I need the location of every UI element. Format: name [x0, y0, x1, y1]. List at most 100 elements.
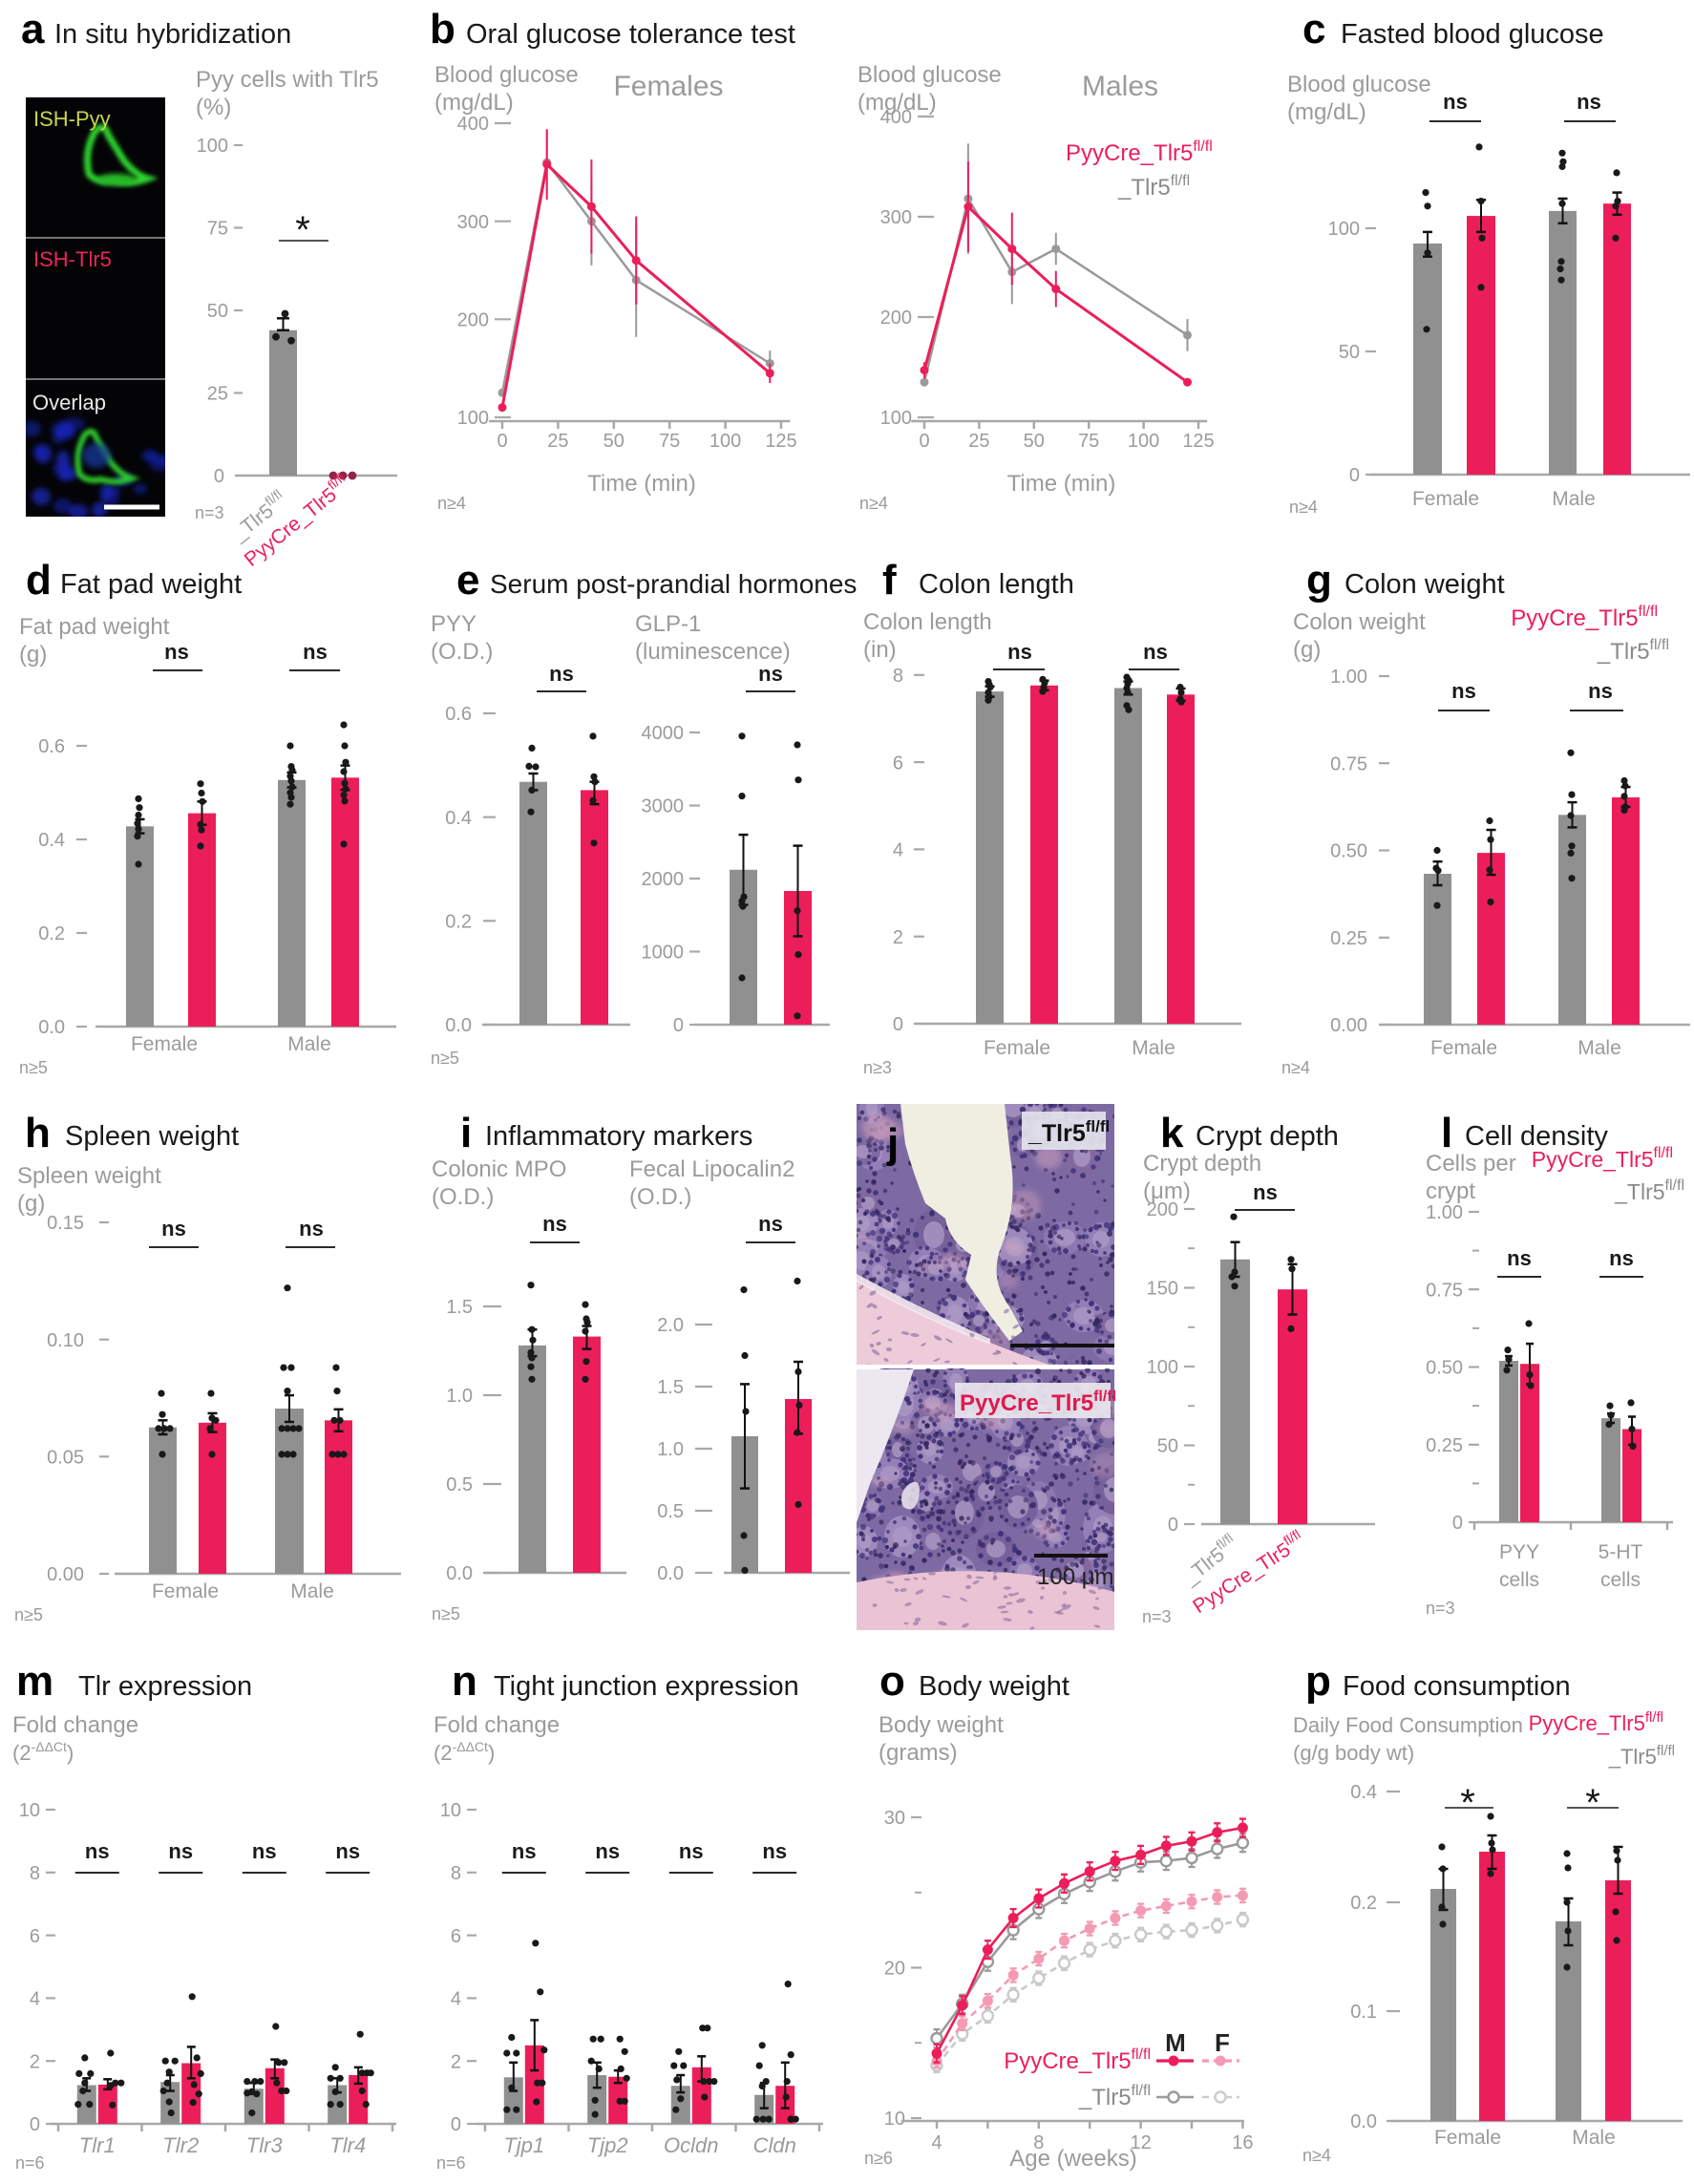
svg-text:e: e — [456, 557, 479, 604]
svg-text:2: 2 — [30, 2051, 40, 2072]
svg-text:ns: ns — [335, 1839, 360, 1863]
svg-text:Females: Females — [613, 71, 723, 102]
svg-text:Male: Male — [1132, 1037, 1175, 1059]
svg-text:0.15: 0.15 — [47, 1213, 84, 1234]
svg-text:0.50: 0.50 — [1330, 841, 1367, 862]
svg-text:ISH-Tlr5: ISH-Tlr5 — [33, 247, 112, 271]
svg-text:(O.D.): (O.D.) — [629, 1184, 691, 1210]
svg-text:ns: ns — [168, 1839, 193, 1863]
svg-text:75: 75 — [659, 431, 680, 452]
svg-text:(mg/dL): (mg/dL) — [858, 90, 937, 116]
svg-text:Fold change: Fold change — [434, 1712, 560, 1738]
svg-text:ns: ns — [1143, 640, 1168, 664]
svg-text:(2-ΔΔCt): (2-ΔΔCt) — [12, 1739, 74, 1765]
svg-text:50: 50 — [603, 431, 625, 452]
svg-text:PyyCre_Tlr5fl/fl: PyyCre_Tlr5fl/fl — [1511, 604, 1658, 631]
svg-text:200: 200 — [1147, 1199, 1178, 1220]
svg-text:Male: Male — [1572, 2127, 1616, 2149]
svg-text:6: 6 — [893, 753, 903, 774]
svg-text:2000: 2000 — [642, 869, 685, 890]
svg-text:Cldn: Cldn — [753, 2133, 796, 2157]
svg-text:25: 25 — [547, 431, 568, 452]
svg-text:(O.D.): (O.D.) — [431, 639, 493, 665]
svg-text:Time (min): Time (min) — [587, 471, 696, 497]
svg-text:Colon weight: Colon weight — [1345, 569, 1505, 600]
svg-text:0.2: 0.2 — [38, 923, 65, 944]
svg-text:ns: ns — [303, 640, 328, 664]
svg-text:Male: Male — [290, 1580, 334, 1602]
svg-text:Fasted blood glucose: Fasted blood glucose — [1341, 19, 1604, 50]
svg-text:(μm): (μm) — [1143, 1178, 1191, 1204]
svg-text:100: 100 — [1147, 1357, 1178, 1378]
svg-text:n=3: n=3 — [1142, 1607, 1172, 1626]
svg-text:Colonic MPO: Colonic MPO — [432, 1156, 566, 1182]
svg-text:Spleen weight: Spleen weight — [17, 1163, 161, 1189]
svg-text:Cells per: Cells per — [1426, 1151, 1516, 1177]
svg-text:ns: ns — [164, 640, 189, 664]
svg-text:ns: ns — [549, 662, 574, 686]
svg-text:200: 200 — [457, 310, 489, 331]
svg-text:Fat pad weight: Fat pad weight — [60, 569, 242, 600]
svg-text:Colon length: Colon length — [863, 609, 992, 635]
svg-text:300: 300 — [880, 207, 912, 228]
svg-text:Tight junction expression: Tight junction expression — [494, 1671, 799, 1702]
svg-text:ns: ns — [85, 1839, 110, 1863]
svg-text:100: 100 — [1328, 219, 1360, 240]
svg-text:cells: cells — [1499, 1569, 1539, 1591]
svg-text:Tlr4: Tlr4 — [329, 2133, 366, 2157]
svg-text:cells: cells — [1600, 1569, 1641, 1591]
svg-text:(mg/dL): (mg/dL) — [1287, 99, 1366, 125]
svg-text:0.2: 0.2 — [445, 912, 472, 933]
svg-text:Inflammatory markers: Inflammatory markers — [485, 1121, 752, 1152]
svg-text:6: 6 — [451, 1926, 461, 1947]
svg-text:ns: ns — [1451, 679, 1476, 703]
svg-text:Males: Males — [1082, 71, 1158, 102]
svg-text:10: 10 — [884, 2109, 905, 2130]
svg-text:0.0: 0.0 — [445, 1015, 472, 1036]
svg-text:(%): (%) — [196, 95, 231, 120]
svg-text:75: 75 — [207, 219, 228, 240]
svg-text:ns: ns — [758, 662, 783, 686]
svg-text:ns: ns — [679, 1839, 704, 1863]
svg-text:k: k — [1160, 1110, 1184, 1156]
svg-text:n≥4: n≥4 — [1289, 498, 1318, 517]
svg-text:b: b — [430, 6, 455, 53]
svg-text:Age (weeks): Age (weeks) — [1009, 2146, 1136, 2172]
svg-text:PyyCre_Tlr5fl/fl: PyyCre_Tlr5fl/fl — [1066, 138, 1213, 166]
svg-text:0.4: 0.4 — [445, 808, 472, 829]
svg-text:Body weight: Body weight — [919, 1671, 1069, 1702]
svg-text:Colon weight: Colon weight — [1293, 609, 1426, 635]
svg-text:2.0: 2.0 — [657, 1315, 684, 1336]
svg-text:0.00: 0.00 — [1330, 1015, 1367, 1036]
svg-text:Male: Male — [1552, 488, 1596, 510]
svg-text:1.5: 1.5 — [446, 1297, 473, 1318]
svg-text:m: m — [16, 1658, 53, 1705]
svg-text:0.50: 0.50 — [1426, 1358, 1463, 1379]
svg-text:ns: ns — [252, 1839, 277, 1863]
svg-text:0.5: 0.5 — [446, 1474, 473, 1495]
svg-text:0.75: 0.75 — [1330, 753, 1367, 774]
svg-text:0.10: 0.10 — [47, 1330, 84, 1351]
svg-text:PyyCre_Tlr5fl/fl: PyyCre_Tlr5fl/fl — [960, 1389, 1116, 1416]
svg-text:Female: Female — [1412, 488, 1479, 510]
svg-text:Colon length: Colon length — [919, 569, 1074, 600]
svg-text:1000: 1000 — [642, 943, 685, 964]
svg-text:20: 20 — [884, 1959, 905, 1980]
svg-text:_Tlr5fl/fl: _Tlr5fl/fl — [1078, 2083, 1151, 2110]
svg-text:PyyCre_Tlr5fl/fl: PyyCre_Tlr5fl/fl — [1529, 1709, 1663, 1735]
svg-text:Fat pad weight: Fat pad weight — [19, 614, 170, 640]
svg-text:6: 6 — [30, 1926, 40, 1947]
svg-text:(g/g body wt): (g/g body wt) — [1293, 1741, 1414, 1765]
svg-text:Daily Food Consumption: Daily Food Consumption — [1293, 1713, 1523, 1737]
svg-text:Overlap: Overlap — [32, 391, 106, 414]
svg-text:Tjp2: Tjp2 — [587, 2133, 628, 2157]
svg-text:*: * — [1460, 1782, 1475, 1824]
svg-text:n≥4: n≥4 — [437, 494, 466, 513]
svg-text:l: l — [1441, 1110, 1452, 1156]
svg-text:PyyCre_Tlr5fl/fl: PyyCre_Tlr5fl/fl — [1532, 1145, 1673, 1172]
svg-text:c: c — [1302, 6, 1325, 53]
svg-text:0.6: 0.6 — [445, 704, 472, 725]
svg-text:10: 10 — [19, 1800, 40, 1821]
svg-text:0.0: 0.0 — [657, 1563, 684, 1584]
svg-text:0.05: 0.05 — [47, 1448, 84, 1469]
